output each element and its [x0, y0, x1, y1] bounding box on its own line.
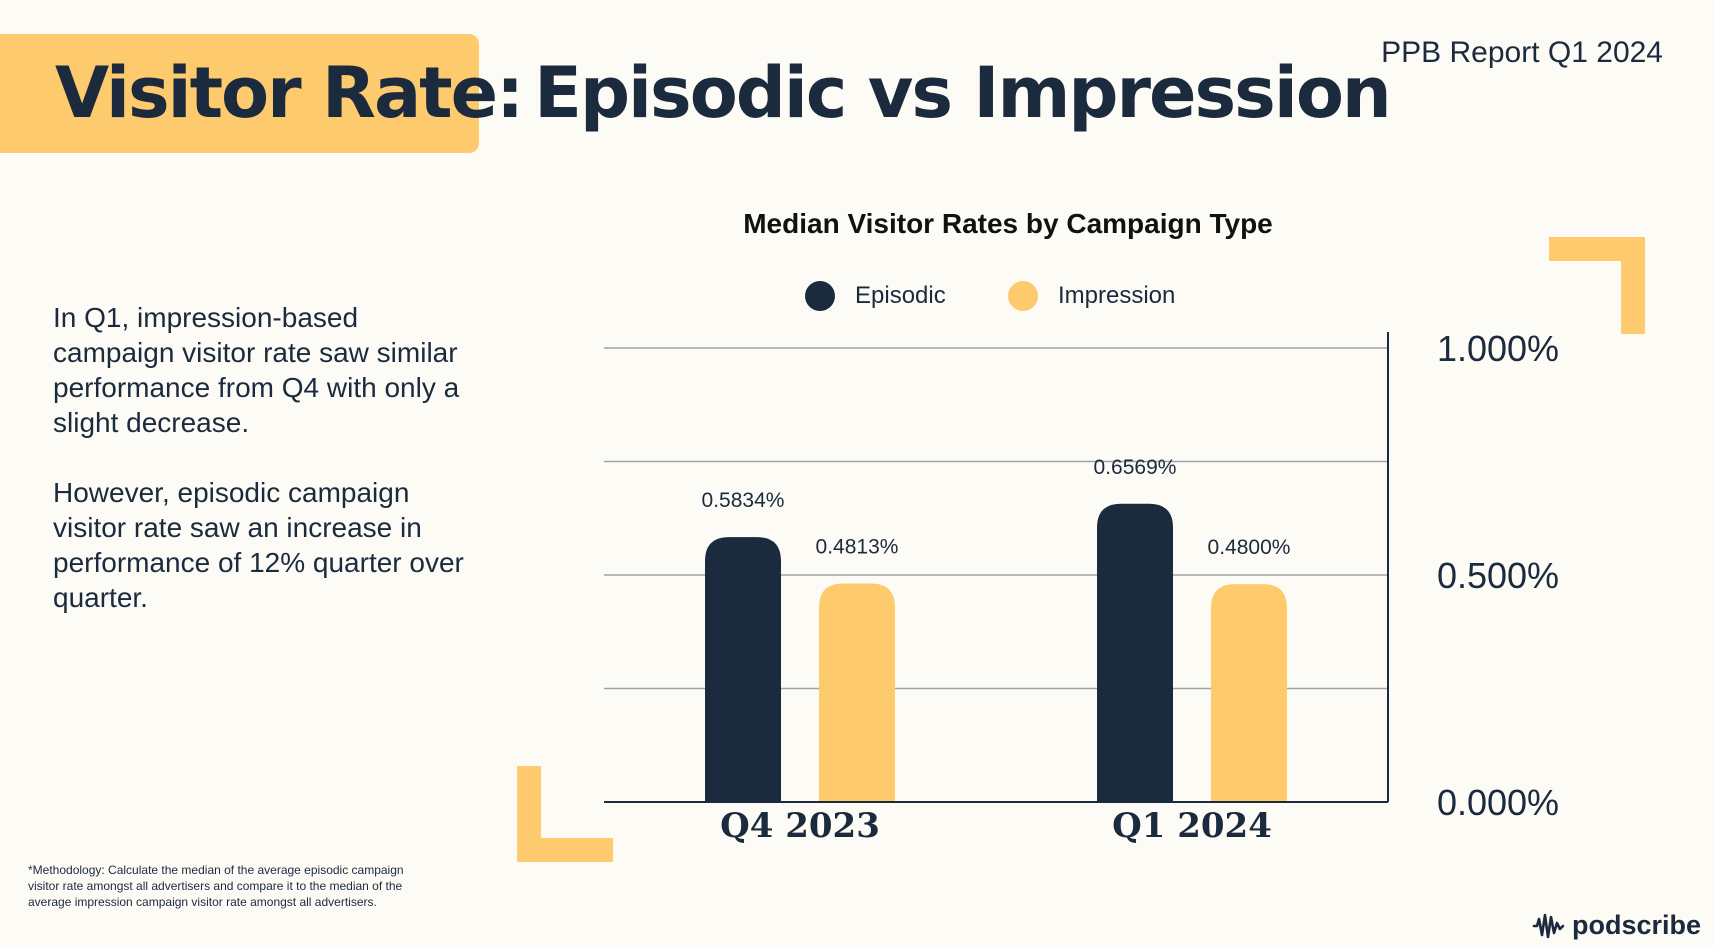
y-tick-label: 0.500% — [1437, 555, 1559, 596]
data-label: 0.6569% — [1094, 456, 1177, 479]
bar-episodic-q4-2023 — [705, 537, 781, 802]
legend-marker-impression — [1008, 281, 1038, 311]
title-rest-text: Episodic vs Impression — [534, 52, 1392, 134]
methodology-note: *Methodology: Calculate the median of th… — [28, 863, 404, 909]
legend-marker-episodic — [805, 281, 835, 311]
corner-bracket-bottom-left — [517, 766, 613, 862]
brand-name: podscribe — [1571, 910, 1701, 940]
data-label: 0.4813% — [816, 535, 899, 558]
data-label: 0.4800% — [1208, 536, 1291, 559]
report-label: PPB Report Q1 2024 — [1381, 36, 1663, 69]
corner-bracket-top-right — [1549, 237, 1645, 334]
waveform-icon — [1532, 913, 1565, 938]
bar-impression-q1-2024 — [1211, 584, 1287, 802]
title-highlight-box — [0, 34, 479, 153]
summary-text: In Q1, impression-based campaign visitor… — [53, 300, 483, 650]
title-highlight-text: Visitor Rate: — [55, 52, 524, 134]
data-label: 0.5834% — [702, 489, 785, 512]
x-tick-label: Q4 2023 — [720, 806, 880, 846]
y-tick-label: 1.000% — [1437, 328, 1559, 369]
page-title: Visitor Rate: Episodic vs Impression — [55, 52, 1392, 134]
legend-label-episodic: Episodic — [855, 282, 946, 309]
bar-episodic-q1-2024 — [1097, 503, 1173, 802]
y-tick-label: 0.000% — [1437, 782, 1559, 823]
legend-label-impression: Impression — [1058, 282, 1175, 309]
summary-paragraph-1: In Q1, impression-based campaign visitor… — [53, 302, 460, 438]
x-tick-label: Q1 2024 — [1112, 806, 1272, 846]
chart-title: Median Visitor Rates by Campaign Type — [743, 208, 1273, 239]
bar-impression-q4-2023 — [819, 583, 895, 802]
summary-paragraph-2: However, episodic campaign visitor rate … — [53, 477, 464, 613]
brand-logo: podscribe — [1532, 910, 1701, 941]
